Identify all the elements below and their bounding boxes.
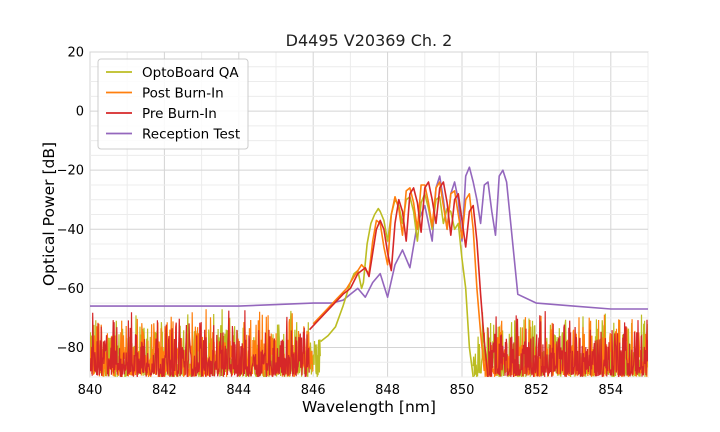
x-axis-label: Wavelength [nm] xyxy=(302,398,436,416)
x-tick-label: 840 xyxy=(78,383,103,398)
noise-floor-segment xyxy=(90,310,310,377)
y-tick-label: 20 xyxy=(67,46,84,61)
y-tick-label: −20 xyxy=(57,164,84,179)
series-line xyxy=(308,181,489,377)
legend-box xyxy=(97,58,249,150)
x-tick-label: 850 xyxy=(450,383,475,398)
noise-floor-segment xyxy=(487,311,648,377)
x-tick-label: 844 xyxy=(226,383,251,398)
legend-label: Post Burn-In xyxy=(142,86,224,102)
x-tick-label: 842 xyxy=(152,383,177,398)
y-axis-label: Optical Power [dB] xyxy=(40,142,58,286)
legend-label: Pre Burn-In xyxy=(142,106,217,122)
y-tick-label: 0 xyxy=(76,105,84,120)
series-pre-burn-in xyxy=(90,181,648,377)
x-tick-label: 854 xyxy=(598,383,623,398)
series-layer xyxy=(90,166,648,377)
chart-title: D4495 V20369 Ch. 2 xyxy=(286,31,453,50)
y-tick-label: −60 xyxy=(57,282,84,297)
x-tick-label: 848 xyxy=(375,383,400,398)
y-tick-label: −80 xyxy=(57,341,84,356)
x-tick-label: 846 xyxy=(301,383,326,398)
y-tick-label: −40 xyxy=(57,223,84,238)
legend-label: OptoBoard QA xyxy=(142,65,239,81)
y-axis-ticks: 20 0 −20 −40 −60 −80 xyxy=(57,46,84,356)
x-axis-ticks: 840 842 844 846 848 850 852 854 xyxy=(78,383,624,398)
x-tick-label: 852 xyxy=(524,383,549,398)
legend-label: Reception Test xyxy=(142,127,240,143)
legend: OptoBoard QA Post Burn-In Pre Burn-In Recep… xyxy=(97,58,249,150)
